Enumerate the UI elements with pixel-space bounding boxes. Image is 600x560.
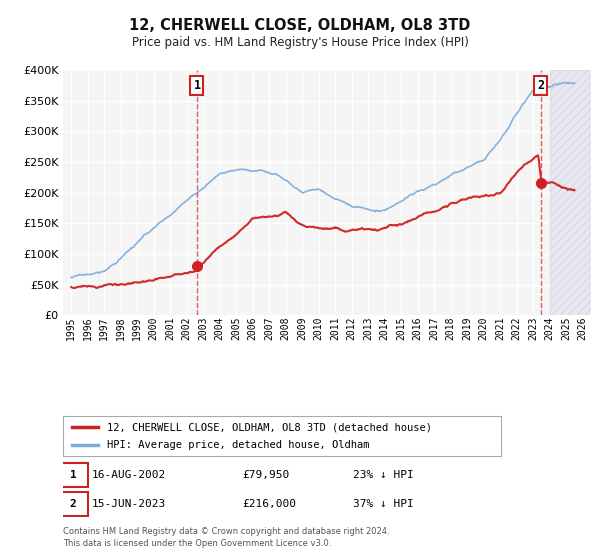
- Text: 2: 2: [70, 499, 76, 509]
- Text: 1: 1: [70, 470, 76, 480]
- Text: 2: 2: [537, 79, 544, 92]
- Bar: [550, 70, 591, 315]
- Bar: [550, 70, 591, 315]
- Text: HPI: Average price, detached house, Oldham: HPI: Average price, detached house, Oldh…: [107, 440, 370, 450]
- Text: £79,950: £79,950: [242, 470, 290, 480]
- Text: 23% ↓ HPI: 23% ↓ HPI: [353, 470, 414, 480]
- Text: 12, CHERWELL CLOSE, OLDHAM, OL8 3TD (detached house): 12, CHERWELL CLOSE, OLDHAM, OL8 3TD (det…: [107, 422, 432, 432]
- Text: 15-JUN-2023: 15-JUN-2023: [92, 499, 166, 509]
- Text: 37% ↓ HPI: 37% ↓ HPI: [353, 499, 414, 509]
- Text: 1: 1: [193, 79, 200, 92]
- FancyBboxPatch shape: [58, 492, 88, 516]
- FancyBboxPatch shape: [58, 463, 88, 487]
- Text: 12, CHERWELL CLOSE, OLDHAM, OL8 3TD: 12, CHERWELL CLOSE, OLDHAM, OL8 3TD: [130, 18, 470, 32]
- Text: Contains HM Land Registry data © Crown copyright and database right 2024.: Contains HM Land Registry data © Crown c…: [63, 528, 389, 536]
- Text: This data is licensed under the Open Government Licence v3.0.: This data is licensed under the Open Gov…: [63, 539, 331, 548]
- Text: Price paid vs. HM Land Registry's House Price Index (HPI): Price paid vs. HM Land Registry's House …: [131, 36, 469, 49]
- Text: 16-AUG-2002: 16-AUG-2002: [92, 470, 166, 480]
- Text: £216,000: £216,000: [242, 499, 296, 509]
